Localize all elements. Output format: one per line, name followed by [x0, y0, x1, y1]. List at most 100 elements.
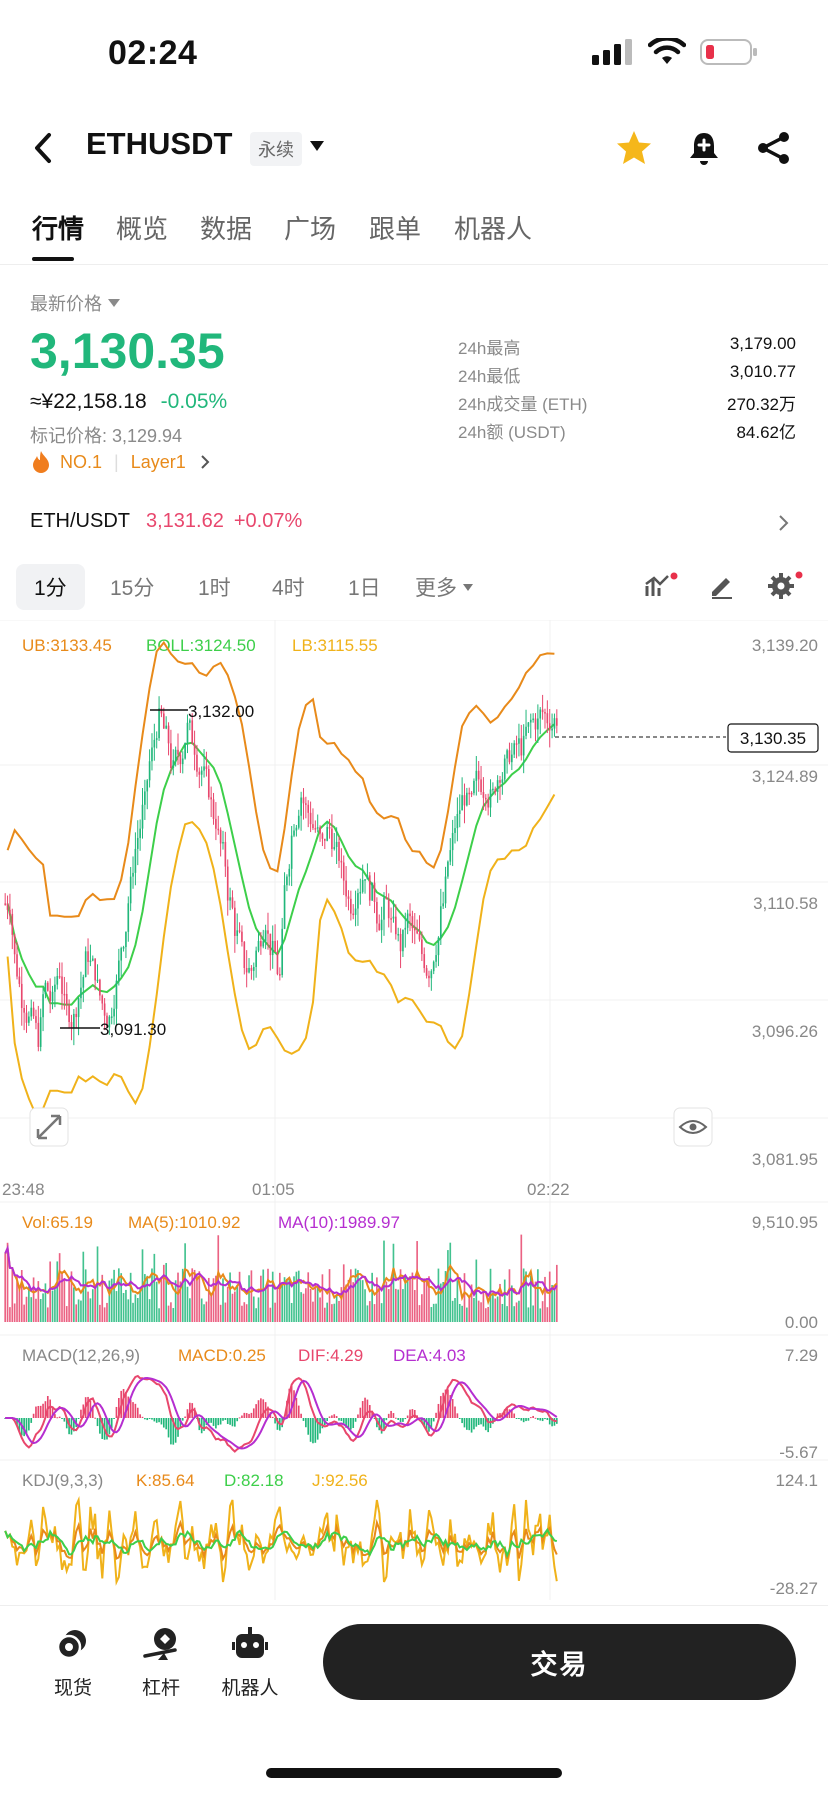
candle — [499, 780, 501, 783]
draw-icon[interactable] — [708, 572, 736, 600]
pair-title[interactable]: ETHUSDT — [86, 126, 233, 161]
macd-histogram-bar — [151, 1418, 153, 1420]
macd-histogram-bar — [300, 1413, 302, 1418]
candle — [177, 749, 179, 755]
macd-histogram-bar — [335, 1416, 338, 1418]
boll-lower-line — [6, 794, 556, 1117]
tab-data[interactable]: 数据 — [200, 214, 253, 244]
interval-15m[interactable]: 15分 — [110, 577, 155, 600]
tab-square[interactable]: 广场 — [284, 214, 337, 244]
candle — [122, 947, 125, 949]
candle — [91, 958, 94, 961]
candle — [347, 896, 350, 899]
interval-1d[interactable]: 1日 — [348, 577, 381, 600]
kdj-y-min: -28.27 — [770, 1579, 818, 1598]
tab-overview[interactable]: 概览 — [116, 214, 169, 244]
bell-add-icon[interactable] — [684, 128, 724, 168]
interval-1h[interactable]: 1时 — [198, 577, 231, 600]
interval-1m[interactable]: 1分 — [16, 564, 85, 610]
macd-histogram-bar — [165, 1418, 168, 1430]
stat-row: 24h额 (USDT) 84.62亿 — [458, 423, 796, 442]
macd-histogram-bar — [544, 1418, 546, 1420]
chevron-right-icon[interactable] — [778, 514, 790, 532]
candle — [51, 991, 54, 1002]
interval-4h[interactable]: 4时 — [272, 577, 305, 600]
tab-market[interactable]: 行情 — [32, 214, 85, 244]
back-icon[interactable] — [26, 130, 62, 166]
nav-bots[interactable]: 机器人 — [210, 1626, 290, 1700]
macd-histogram-bar — [447, 1389, 449, 1418]
candle — [312, 824, 314, 829]
macd-plot — [4, 1374, 558, 1453]
candle — [361, 879, 364, 892]
macd-histogram-bar — [425, 1418, 428, 1430]
macd-histogram-bar — [511, 1410, 513, 1418]
rank-badge[interactable]: NO.1 — [60, 451, 103, 472]
latest-price-label[interactable]: 最新价格 — [30, 294, 102, 314]
caret-down-icon[interactable] — [108, 299, 120, 307]
chevron-right-icon[interactable] — [200, 454, 210, 470]
macd-histogram-bar — [49, 1399, 51, 1418]
volume-bar — [23, 1304, 25, 1322]
candle — [522, 735, 525, 756]
nav-leverage[interactable]: 杠杆 — [121, 1626, 201, 1700]
candle — [380, 919, 383, 931]
volume-bar — [20, 1270, 23, 1322]
spot-reference-row[interactable]: ETH/USDT 3,131.62 +0.07% — [0, 500, 828, 544]
candle — [454, 828, 456, 833]
coins-icon — [56, 1630, 86, 1660]
macd-histogram-bar — [392, 1413, 395, 1418]
candle — [331, 828, 333, 849]
volume-bar — [37, 1281, 40, 1322]
volume-bar — [11, 1269, 14, 1322]
kline-chart[interactable]: UB:3133.45 BOLL:3124.50 LB:3115.55 3,139… — [0, 620, 828, 1600]
macd-histogram-bar — [82, 1404, 85, 1418]
candle — [397, 933, 400, 936]
volume-bar — [421, 1294, 423, 1322]
macd-histogram-bar — [207, 1418, 210, 1424]
candle — [378, 923, 381, 931]
volume-bar — [207, 1277, 210, 1322]
macd-histogram-bar — [91, 1405, 94, 1418]
candle — [25, 1012, 28, 1023]
header: ETHUSDT 永续 — [0, 110, 828, 186]
candle — [418, 933, 421, 940]
tab-bots[interactable]: 机器人 — [454, 214, 533, 244]
volume-bar — [297, 1270, 300, 1322]
macd-histogram-bar — [333, 1414, 336, 1418]
candle — [335, 841, 338, 848]
volume-bar — [435, 1303, 437, 1322]
candle — [6, 903, 9, 910]
macd-histogram-bar — [305, 1418, 307, 1428]
candle — [39, 1017, 42, 1047]
macd-histogram-bar — [155, 1418, 158, 1423]
macd-histogram-bar — [402, 1418, 404, 1422]
macd-histogram-bar — [177, 1418, 179, 1437]
candle — [352, 913, 355, 916]
category-badge[interactable]: Layer1 — [130, 451, 186, 472]
stats-panel: 24h最高 3,179.00 24h最低 3,010.77 24h成交量 (ETH)… — [458, 334, 796, 446]
volume-bar — [222, 1278, 224, 1322]
indicator-icon[interactable] — [644, 572, 678, 600]
trade-button[interactable]: 交易 — [323, 1624, 796, 1700]
share-icon[interactable] — [754, 128, 794, 168]
interval-more[interactable]: 更多 — [415, 572, 473, 602]
candle — [35, 1016, 37, 1023]
star-icon[interactable] — [614, 128, 654, 168]
volume-bar — [305, 1288, 307, 1322]
macd-histogram-bar — [525, 1418, 527, 1422]
chevron-down-icon[interactable] — [309, 140, 325, 152]
macd-histogram-bar — [189, 1402, 191, 1418]
nav-spot[interactable]: 现货 — [33, 1626, 113, 1700]
volume-bar — [80, 1300, 82, 1322]
expand-icon[interactable] — [29, 1107, 69, 1147]
volume-bar — [56, 1261, 59, 1322]
candle — [354, 908, 357, 915]
candle — [551, 728, 553, 731]
eye-icon[interactable] — [673, 1107, 713, 1147]
tab-copy-trade[interactable]: 跟单 — [369, 214, 422, 244]
settings-icon[interactable] — [766, 570, 804, 600]
volume-bar — [25, 1296, 28, 1322]
volume-bar — [46, 1307, 49, 1322]
volume-bar — [345, 1284, 347, 1322]
